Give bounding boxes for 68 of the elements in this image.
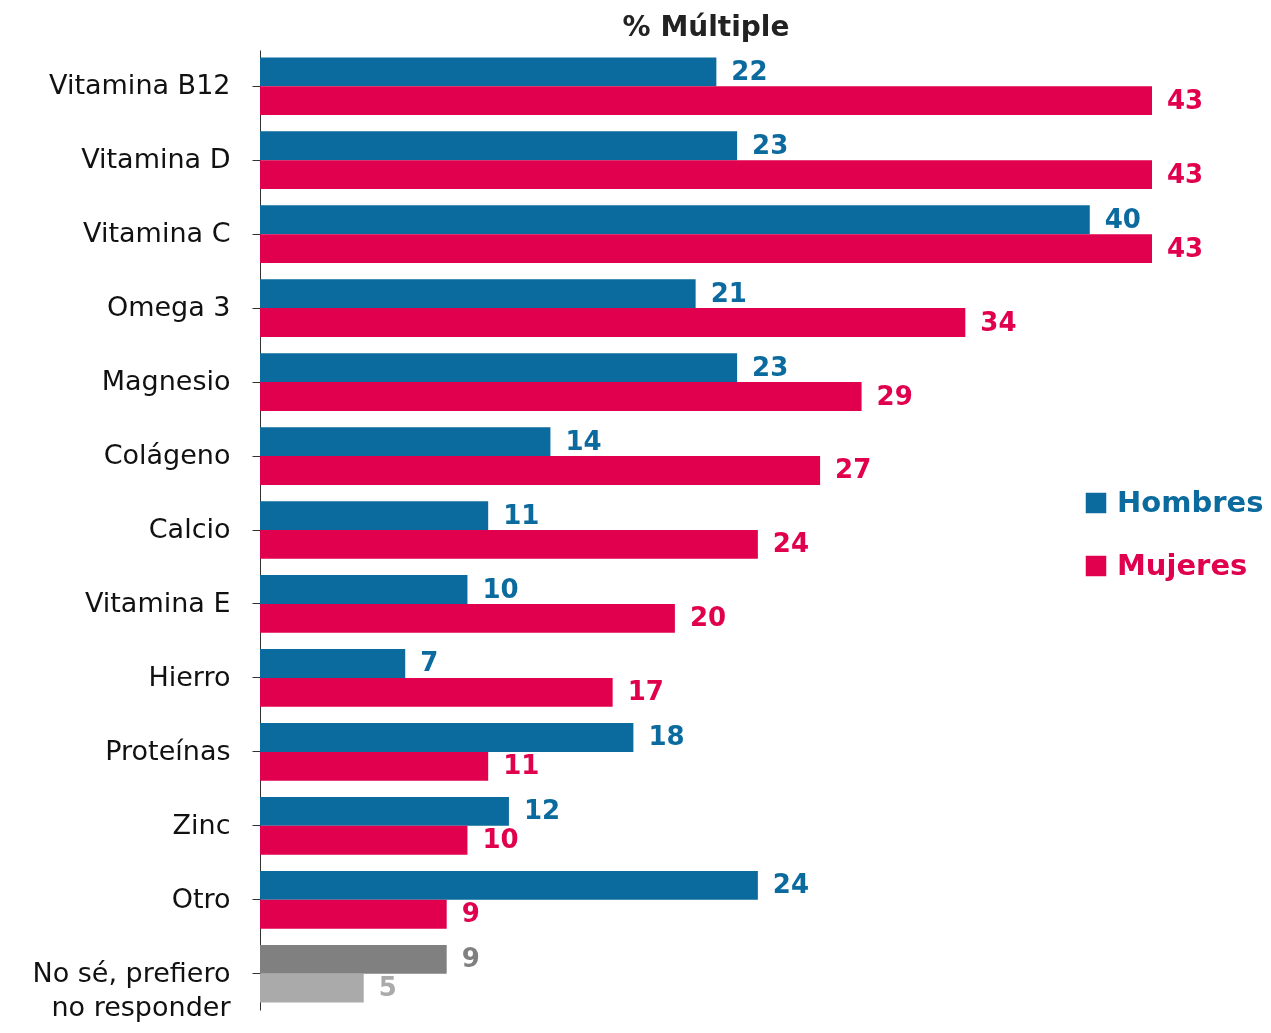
- data-label: 43: [1167, 232, 1204, 263]
- y-tick-label: Vitamina C: [83, 217, 231, 249]
- y-tick-label: Otro: [171, 882, 231, 914]
- bar: [260, 501, 489, 530]
- bar: [260, 575, 468, 604]
- data-label: 14: [565, 425, 602, 456]
- bar: [260, 308, 966, 337]
- data-label: 24: [772, 869, 810, 900]
- data-label: 20: [689, 602, 727, 633]
- bar: [260, 456, 821, 485]
- bar: [260, 530, 758, 559]
- bar: [260, 973, 364, 1003]
- data-label: 11: [503, 750, 540, 781]
- data-label: 9: [461, 943, 480, 974]
- data-label: 27: [835, 454, 872, 485]
- bar: [260, 427, 551, 457]
- y-tick-label: Omega 3: [106, 291, 231, 323]
- data-label: 9: [461, 898, 480, 929]
- y-tick-label: Vitamina D: [81, 143, 231, 175]
- bar: [260, 234, 1152, 263]
- y-tick-label: Proteínas: [105, 734, 231, 766]
- data-label: 5: [378, 972, 397, 1003]
- data-label: 10: [482, 824, 519, 855]
- bar: [260, 603, 675, 633]
- chart-title: % Múltiple: [622, 10, 790, 43]
- bar: [260, 160, 1152, 190]
- bar: [260, 944, 447, 974]
- data-label: 29: [876, 380, 913, 411]
- bar: [260, 382, 862, 411]
- bar: [260, 86, 1152, 116]
- bar: [260, 353, 738, 383]
- y-tick-label: Magnesio: [101, 365, 231, 397]
- data-label: 40: [1104, 203, 1141, 234]
- bar: [260, 205, 1090, 235]
- bar: [260, 649, 406, 678]
- y-tick-label: No sé, prefiero no responder: [32, 956, 232, 1022]
- bar: [260, 279, 696, 309]
- data-label: 23: [752, 351, 789, 382]
- y-tick-label: Vitamina E: [84, 586, 231, 618]
- bar: [260, 797, 509, 826]
- bar: [260, 677, 613, 707]
- data-label: 11: [503, 499, 540, 530]
- y-tick-label: Hierro: [148, 660, 231, 692]
- bar: [260, 751, 489, 781]
- data-label: 12: [523, 795, 561, 826]
- data-label: 34: [980, 306, 1017, 337]
- data-label: 17: [627, 676, 664, 707]
- legend-label: Mujeres: [1117, 548, 1248, 582]
- y-tick-label: Colágeno: [103, 439, 231, 471]
- data-label: 10: [482, 573, 519, 604]
- legend-label: Hombres: [1117, 485, 1264, 519]
- bar: [260, 825, 468, 855]
- y-tick-label: Zinc: [172, 808, 231, 840]
- data-label: 22: [731, 55, 768, 86]
- bar: [260, 899, 447, 929]
- y-tick-label: Vitamina B12: [49, 69, 231, 101]
- bar: [260, 870, 758, 900]
- data-label: 43: [1167, 158, 1204, 189]
- data-label: 18: [648, 721, 685, 752]
- data-label: 7: [420, 647, 439, 678]
- bar: [260, 57, 717, 87]
- bar: [260, 131, 738, 161]
- data-label: 24: [772, 528, 810, 559]
- y-tick-label: Calcio: [148, 513, 231, 544]
- data-label: 23: [752, 129, 789, 160]
- data-label: 43: [1167, 84, 1204, 115]
- bar: [260, 723, 634, 752]
- data-label: 21: [710, 277, 747, 308]
